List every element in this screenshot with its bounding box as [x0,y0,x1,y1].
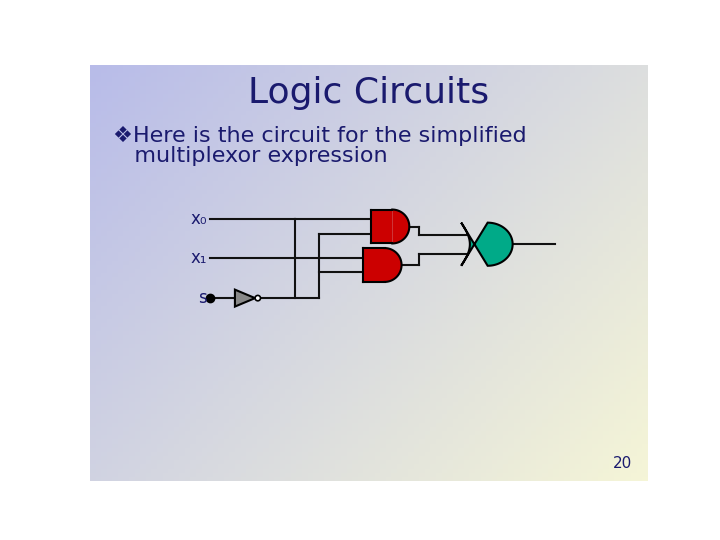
Polygon shape [462,222,513,266]
Text: ❖Here is the circuit for the simplified: ❖Here is the circuit for the simplified [113,126,527,146]
Polygon shape [235,289,255,307]
Text: s: s [198,289,207,307]
Wedge shape [392,210,409,244]
Text: x₀: x₀ [190,210,207,228]
Circle shape [255,295,261,301]
Text: multiplexor expression: multiplexor expression [113,146,388,166]
Text: x₁: x₁ [191,248,207,267]
Text: Logic Circuits: Logic Circuits [248,76,490,110]
Polygon shape [363,248,384,282]
Text: 20: 20 [613,456,632,471]
Wedge shape [384,248,402,282]
Polygon shape [371,210,392,244]
